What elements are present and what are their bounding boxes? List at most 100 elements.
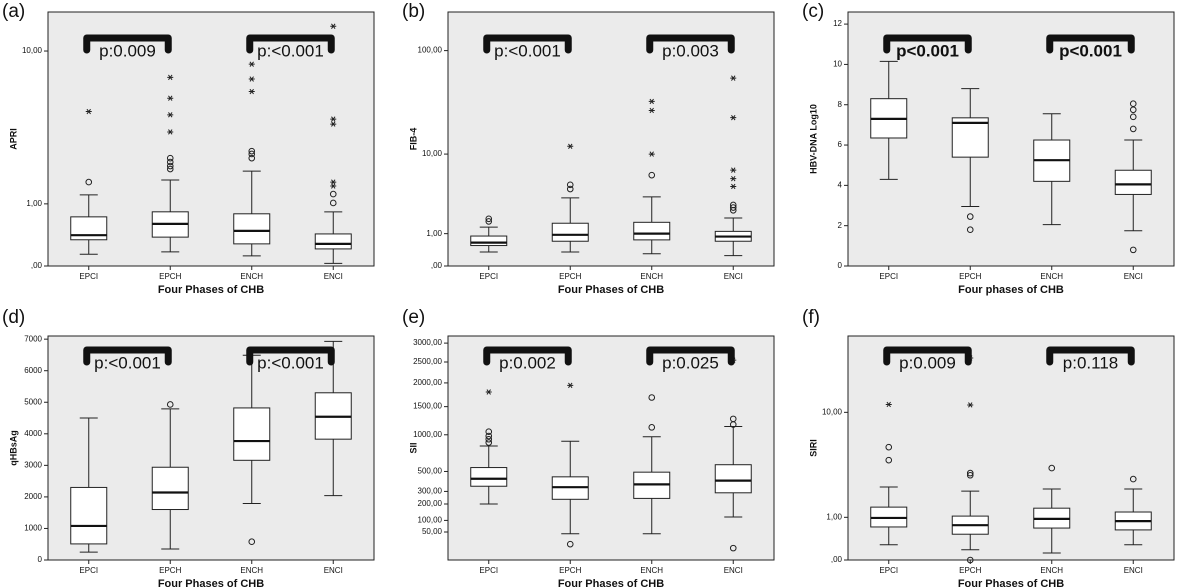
outlier bbox=[566, 181, 574, 189]
outlier bbox=[166, 401, 174, 408]
box bbox=[314, 233, 352, 250]
p-value: p:0.009 bbox=[899, 353, 956, 372]
outlier bbox=[166, 165, 174, 173]
panel-label: (c) bbox=[802, 1, 824, 22]
y-tick-label: ,00 bbox=[831, 555, 843, 564]
outlier bbox=[966, 471, 974, 479]
panel-label: (b) bbox=[402, 1, 425, 22]
x-tick-label: EPCI bbox=[479, 272, 498, 281]
significance-bracket bbox=[246, 346, 335, 366]
box bbox=[714, 464, 752, 494]
panel: (d) qHBsAg Four Phases of CHB 0 1000 2000 3000… bbox=[2, 307, 375, 588]
extreme bbox=[648, 151, 655, 157]
p-value: p<0.001 bbox=[896, 41, 959, 60]
y-tick-label: 12 bbox=[833, 19, 842, 28]
box bbox=[70, 486, 108, 545]
extreme bbox=[730, 175, 737, 182]
extreme bbox=[567, 143, 574, 149]
y-tick-label: 7000 bbox=[24, 334, 42, 343]
y-tick-label: 4 bbox=[838, 180, 843, 189]
y-axis-label: HBV-DNA Log10 bbox=[808, 104, 818, 174]
outlier bbox=[166, 158, 174, 166]
panel-label: (a) bbox=[2, 1, 25, 22]
box bbox=[633, 221, 671, 241]
x-tick-label: EPCI bbox=[879, 566, 898, 575]
extreme bbox=[730, 114, 737, 121]
x-tick-label: EPCI bbox=[79, 272, 98, 281]
plot-area bbox=[447, 11, 775, 267]
outlier bbox=[729, 204, 737, 211]
significance-bracket bbox=[1046, 34, 1135, 54]
outlier bbox=[966, 213, 974, 220]
panel: (a) APRI Four Phases of CHB ,00 1,00 10,00 EPC… bbox=[2, 1, 375, 296]
panel-label: (f) bbox=[802, 307, 820, 328]
outlier bbox=[1129, 246, 1137, 254]
x-tick-label: ENCH bbox=[1040, 566, 1063, 575]
y-tick-label: 1000 bbox=[24, 524, 42, 533]
y-tick-label: 0 bbox=[38, 555, 43, 564]
extreme bbox=[167, 112, 174, 118]
y-axis-label: FIB-4 bbox=[408, 128, 418, 151]
y-tick-label: 2000 bbox=[24, 492, 42, 501]
outlier bbox=[166, 162, 174, 170]
y-tick-label: 6000 bbox=[24, 366, 42, 375]
extreme bbox=[167, 95, 174, 101]
outlier bbox=[566, 185, 574, 193]
significance-bracket bbox=[246, 34, 335, 54]
outlier bbox=[566, 540, 574, 548]
outlier bbox=[485, 439, 493, 446]
extreme bbox=[330, 23, 337, 29]
x-tick-label: EPCH bbox=[959, 272, 981, 281]
outlier bbox=[648, 424, 656, 431]
x-tick-label: ENCH bbox=[240, 272, 263, 281]
x-tick-label: EPCH bbox=[959, 566, 981, 575]
y-tick-label: 1,00 bbox=[26, 199, 42, 208]
y-tick-label: 10,00 bbox=[822, 407, 843, 416]
x-tick-label: ENCH bbox=[1040, 272, 1063, 281]
y-tick-label: 1,00 bbox=[826, 512, 842, 521]
p-value: p:0.009 bbox=[99, 41, 156, 60]
panel-label: (e) bbox=[402, 307, 425, 328]
outlier bbox=[1129, 113, 1137, 121]
significance-bracket bbox=[646, 346, 735, 366]
y-tick-label: ,00 bbox=[31, 261, 43, 270]
extreme bbox=[567, 382, 574, 389]
box bbox=[151, 466, 189, 511]
extreme bbox=[967, 402, 974, 408]
x-axis-label: Four Phases of CHB bbox=[158, 578, 264, 588]
y-axis-label: APRI bbox=[8, 128, 18, 150]
y-tick-label: 200,00 bbox=[418, 499, 443, 508]
y-tick-label: 6 bbox=[838, 140, 843, 149]
outlier bbox=[485, 215, 493, 223]
x-tick-label: EPCH bbox=[559, 566, 581, 575]
extreme bbox=[485, 389, 492, 395]
outlier bbox=[166, 154, 174, 162]
y-tick-label: 8 bbox=[838, 100, 843, 109]
p-value: p:0.025 bbox=[662, 353, 719, 372]
outlier bbox=[329, 199, 337, 207]
y-tick-label: ,00 bbox=[431, 261, 443, 270]
panel: (b) FIB-4 Four Phases of CHB ,00 1,00 10,00 10… bbox=[402, 1, 775, 296]
y-tick-label: 10,00 bbox=[422, 149, 443, 158]
y-tick-label: 3000 bbox=[24, 460, 42, 469]
box bbox=[233, 407, 271, 461]
outlier bbox=[966, 556, 974, 564]
x-axis-label: Four Phases of CHB bbox=[158, 284, 264, 296]
y-tick-label: 100,00 bbox=[418, 46, 443, 55]
extreme bbox=[85, 108, 92, 115]
y-axis-label: SII bbox=[408, 442, 418, 453]
outlier bbox=[729, 201, 737, 209]
x-axis-label: Four Phases of CHB bbox=[558, 578, 664, 588]
significance-bracket bbox=[1046, 346, 1135, 366]
x-axis-label: Four phases of CHB bbox=[958, 284, 1064, 296]
significance-bracket bbox=[646, 34, 735, 54]
x-tick-label: ENCI bbox=[724, 566, 743, 575]
outlier bbox=[248, 150, 256, 158]
extreme bbox=[167, 129, 174, 135]
extreme bbox=[330, 116, 337, 122]
x-tick-label: ENCI bbox=[1124, 566, 1143, 575]
x-tick-label: EPCH bbox=[559, 272, 581, 281]
p-value: p:<0.001 bbox=[494, 41, 561, 60]
outlier bbox=[485, 432, 493, 440]
x-tick-label: EPCI bbox=[79, 566, 98, 575]
